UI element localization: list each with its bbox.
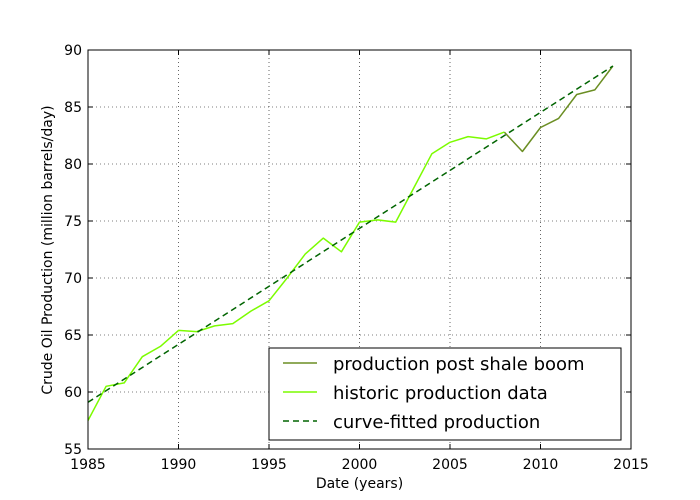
legend-label-historic: historic production data xyxy=(333,383,548,404)
x-tick-label: 2010 xyxy=(523,457,559,473)
y-axis-title: Crude Oil Production (million barrels/da… xyxy=(40,105,56,394)
y-tick-label: 75 xyxy=(64,214,82,230)
legend-label-fitted: curve-fitted production xyxy=(333,412,540,433)
y-tick-label: 70 xyxy=(64,271,82,287)
legend: production post shale boom historic prod… xyxy=(268,347,622,441)
x-tick-label: 2015 xyxy=(613,457,649,473)
y-tick-label: 80 xyxy=(64,157,82,173)
x-tick-label: 1985 xyxy=(70,457,106,473)
y-tick-label: 60 xyxy=(64,385,82,401)
series-line-historic-production-data xyxy=(87,131,505,421)
y-tick-label: 65 xyxy=(64,328,82,344)
x-tick-label: 2000 xyxy=(342,457,378,473)
series-layer xyxy=(87,65,614,421)
axis-ticks: 1985 1990 1995 2000 2005 2010 2015 55 60 65 70 75 80… xyxy=(64,43,649,473)
legend-box xyxy=(268,347,622,441)
x-tick-label: 1995 xyxy=(251,457,287,473)
y-tick-label: 55 xyxy=(64,442,82,458)
y-tick-label: 90 xyxy=(64,43,82,59)
x-tick-label: 1990 xyxy=(161,457,197,473)
series-line-production-post-shale-boom xyxy=(503,65,614,153)
x-axis-title: Date (years) xyxy=(316,476,403,492)
series-line-curve-fitted-production xyxy=(87,65,614,403)
x-tick-label: 2005 xyxy=(432,457,468,473)
legend-label-post-shale: production post shale boom xyxy=(333,354,585,375)
y-tick-label: 85 xyxy=(64,100,82,116)
